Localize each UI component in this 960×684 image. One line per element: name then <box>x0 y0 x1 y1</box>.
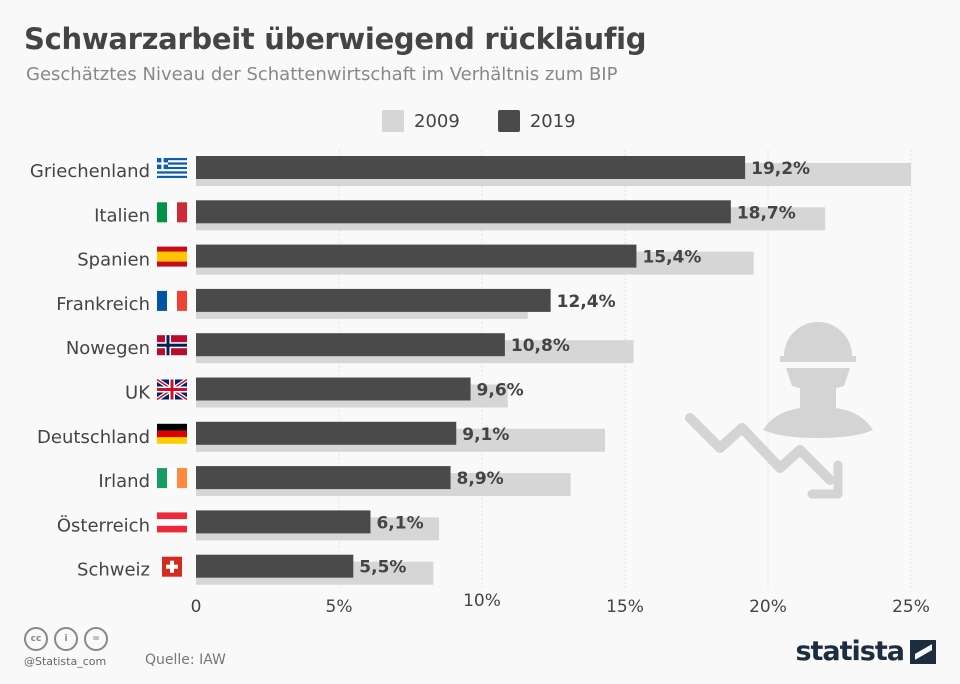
bar-2019 <box>196 421 457 445</box>
nd-icon: = <box>84 627 108 651</box>
flag-icon <box>157 512 187 533</box>
chart-title: Schwarzarbeit überwiegend rückläufig <box>24 22 647 56</box>
legend-item-2019: 2019 <box>497 110 576 132</box>
flag-icon <box>155 377 189 402</box>
bar-2019 <box>196 466 451 490</box>
flag-icon <box>157 423 187 444</box>
worker-decline-icon <box>685 322 873 499</box>
category-label: Nowegen <box>66 338 150 359</box>
bar-2019 <box>196 377 471 401</box>
category-label: Spanien <box>77 250 150 271</box>
category-label: Italien <box>94 205 150 226</box>
bar-2019 <box>196 333 505 357</box>
category-label: Griechenland <box>30 161 150 182</box>
bar-2019 <box>196 288 551 312</box>
chart-subtitle: Geschätztes Niveau der Schattenwirtschaf… <box>26 64 618 85</box>
value-label-2019: 5,5% <box>359 558 406 578</box>
bar-2019 <box>196 510 371 534</box>
legend-label-2009: 2009 <box>414 110 460 132</box>
category-label: UK <box>125 383 151 404</box>
flag-icon <box>157 246 187 267</box>
statista-handle[interactable]: @Statista_com <box>24 655 107 668</box>
category-label: Frankreich <box>56 294 150 315</box>
category-label: Österreich <box>57 514 150 536</box>
category-label: Irland <box>98 471 150 492</box>
x-tick-label: 15% <box>606 597 644 617</box>
value-label-2019: 12,4% <box>557 292 616 312</box>
flag-icon <box>157 202 187 223</box>
value-label-2019: 15,4% <box>642 248 701 268</box>
x-tick-label: 25% <box>892 597 930 617</box>
source: Quelle: IAW <box>145 652 226 668</box>
legend-item-2009: 2009 <box>382 110 460 132</box>
bar-2019 <box>196 200 731 224</box>
x-tick-label: 5% <box>326 597 353 617</box>
value-label-2019: 9,6% <box>477 381 524 401</box>
category-label: Deutschland <box>37 427 150 448</box>
flag-icon <box>157 158 187 178</box>
cc-license-icons[interactable]: cc i = <box>24 627 108 651</box>
logo-text: statista <box>795 636 905 667</box>
legend-label-2019: 2019 <box>529 110 576 132</box>
value-label-2019: 19,2% <box>751 159 810 179</box>
x-tick-label: 0 <box>191 597 202 617</box>
category-label: Schweiz <box>77 560 150 581</box>
value-label-2019: 9,1% <box>462 425 509 445</box>
value-label-2019: 8,9% <box>457 469 504 489</box>
statista-logo[interactable]: statista <box>795 636 936 667</box>
bar-2019 <box>196 554 354 578</box>
by-icon: i <box>54 627 78 651</box>
bar-2019 <box>196 156 746 179</box>
flag-icon <box>157 468 187 489</box>
bar-2019 <box>196 244 637 268</box>
x-tick-label: 20% <box>749 597 787 617</box>
cc-icon: cc <box>24 627 48 651</box>
legend-swatch-2019 <box>497 110 520 132</box>
value-label-2019: 6,1% <box>376 513 423 533</box>
value-label-2019: 18,7% <box>737 203 796 223</box>
x-tick-label: 10% <box>463 591 501 611</box>
flag-icon <box>157 290 187 311</box>
value-label-2019: 10,8% <box>511 336 570 356</box>
legend: 2009 2019 <box>382 110 576 132</box>
flag-icon <box>162 556 182 577</box>
logo-mark-icon <box>910 639 936 664</box>
legend-swatch-2009 <box>382 110 404 132</box>
flag-icon <box>157 335 187 356</box>
